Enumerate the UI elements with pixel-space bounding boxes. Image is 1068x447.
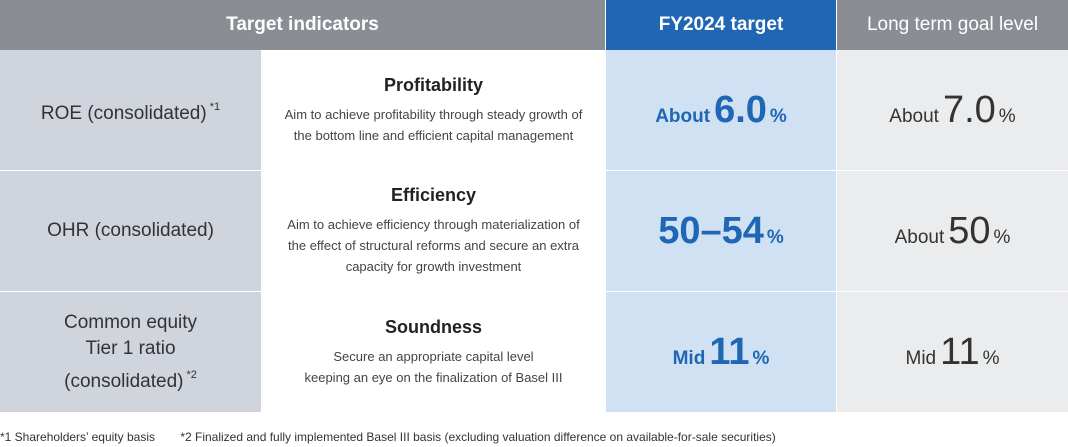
footnote-2: *2 Finalized and fully implemented Basel…: [180, 430, 776, 444]
indicator-description-line: keeping an eye on the finalization of Ba…: [304, 369, 563, 385]
indicator-category: Efficiency: [390, 185, 477, 205]
fy2024-target-cell: 50–54 %: [606, 171, 837, 291]
long-term-value: 50: [948, 210, 991, 252]
header-fy2024-target: FY2024 target: [606, 0, 837, 50]
long-term-value: 11: [940, 331, 980, 373]
long-term-prefix: About: [889, 106, 939, 127]
footnote-marker: *2: [186, 368, 197, 381]
long-term-prefix: Mid: [905, 348, 937, 369]
long-term-unit: %: [982, 348, 1000, 369]
table-row-roe: ROE (consolidated) *1 Profitability Aim t…: [0, 50, 1068, 171]
indicator-name-cell: Common equity Tier 1 ratio (consolidated…: [0, 292, 262, 412]
targets-table: Target indicators FY2024 target Long ter…: [0, 0, 1068, 412]
indicator-description-cell: Soundness Secure an appropriate capital …: [262, 292, 606, 412]
indicator-name: OHR (consolidated): [47, 220, 214, 241]
indicator-name-line: (consolidated): [64, 370, 184, 392]
indicator-description: Aim to achieve efficiency through materi…: [287, 217, 580, 274]
indicator-description-cell: Efficiency Aim to achieve efficiency thr…: [262, 171, 606, 291]
indicator-name: ROE (consolidated): [40, 102, 207, 124]
long-term-prefix: About: [894, 227, 945, 248]
fy-target-value: 50–54: [658, 210, 764, 252]
fy2024-target-cell: Mid 11 %: [606, 292, 837, 412]
fy2024-target-cell: About 6.0 %: [606, 50, 837, 170]
indicator-description: Aim to achieve profitability through ste…: [284, 106, 583, 143]
indicator-description: Secure an appropriate capital level keep…: [304, 346, 562, 388]
footnotes: *1 Shareholders’ equity basis *2 Finaliz…: [0, 430, 798, 444]
indicator-category: Soundness: [384, 316, 482, 337]
fy-target-unit: %: [766, 227, 784, 248]
table-row-cet1: Common equity Tier 1 ratio (consolidated…: [0, 292, 1068, 412]
indicator-name-cell: OHR (consolidated): [0, 171, 262, 291]
fy-target-unit: %: [752, 348, 770, 369]
fy-target-value: 11: [709, 331, 750, 373]
long-term-value: 7.0: [942, 89, 996, 131]
indicator-name-cell: ROE (consolidated) *1: [0, 50, 262, 170]
fy-target-prefix: Mid: [672, 348, 706, 369]
footnote-marker: *1: [209, 100, 221, 113]
indicator-description-cell: Profitability Aim to achieve profitabili…: [262, 50, 606, 170]
footnote-1: *1 Shareholders’ equity basis: [0, 430, 155, 444]
table-row-ohr: OHR (consolidated) Efficiency Aim to ach…: [0, 171, 1068, 292]
indicator-name-line: Common equity: [63, 311, 198, 333]
indicator-description-line: Secure an appropriate capital level: [333, 348, 534, 364]
indicator-category: Profitability: [383, 74, 483, 95]
indicator-name-line: Tier 1 ratio: [85, 337, 176, 359]
table-header: Target indicators FY2024 target Long ter…: [0, 0, 1068, 50]
header-long-term-goal: Long term goal level: [837, 0, 1068, 50]
fy-target-unit: %: [769, 106, 787, 127]
header-target-indicators: Target indicators: [0, 0, 606, 50]
fy-target-value: 6.0: [714, 89, 767, 131]
long-term-unit: %: [993, 227, 1011, 248]
long-term-goal-cell: Mid 11 %: [837, 292, 1068, 412]
long-term-unit: %: [998, 106, 1016, 127]
long-term-goal-cell: About 50 %: [837, 171, 1068, 291]
long-term-goal-cell: About 7.0 %: [837, 50, 1068, 170]
fy-target-prefix: About: [655, 106, 711, 127]
